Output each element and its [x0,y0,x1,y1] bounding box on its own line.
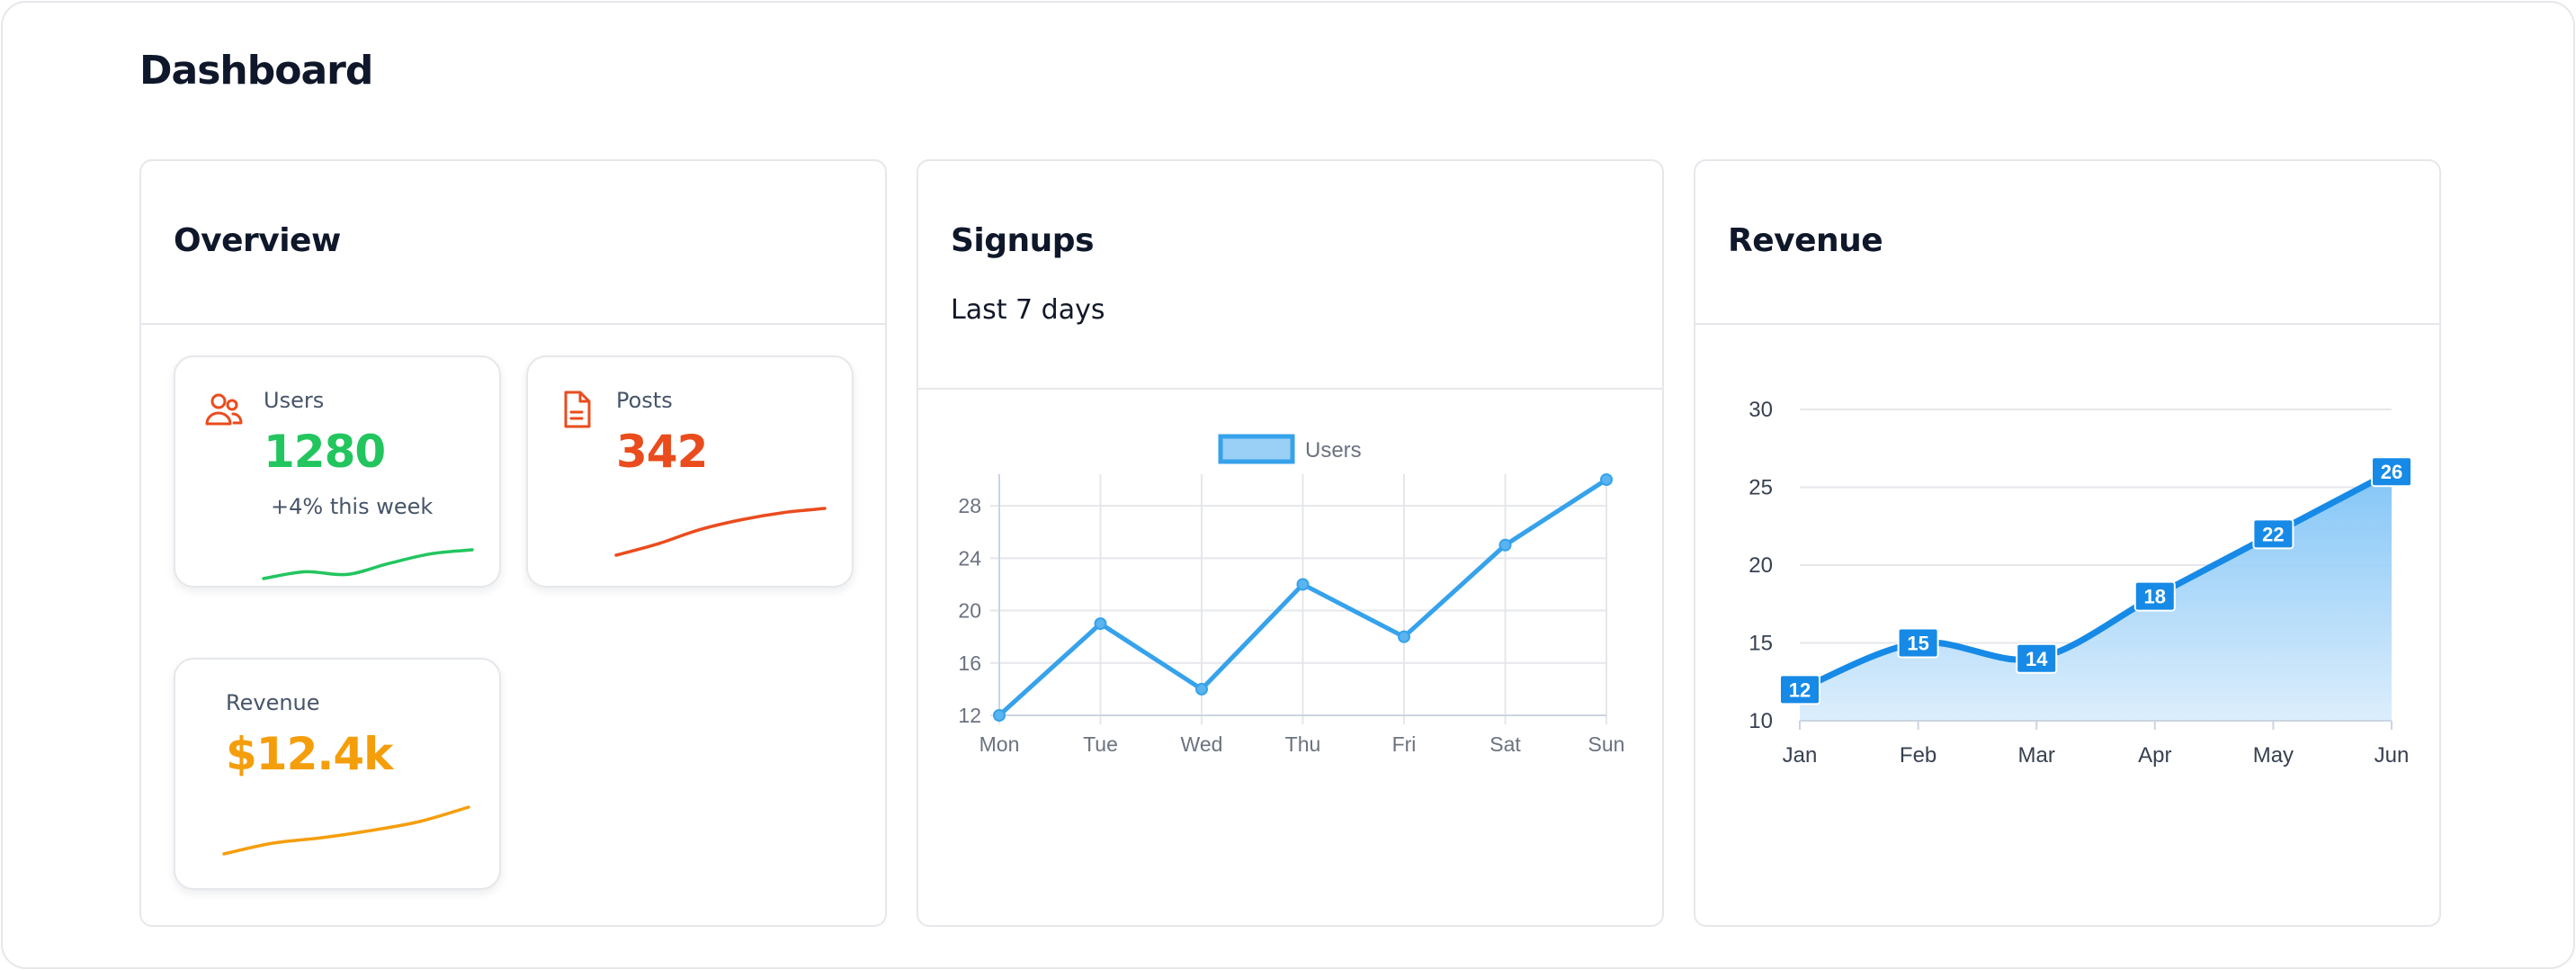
x-tick-label: Jun [2375,743,2410,768]
x-tick-label: Wed [1181,732,1223,756]
signups-title: Signups [951,222,1095,259]
signups-panel: Signups Last 7 days Mon Tue Wed Thu Fri Sat Su… [917,159,1664,927]
y-tick-label: 16 [958,651,981,675]
x-tick-label: May [2253,743,2294,768]
revenue-label: Revenue [226,690,320,715]
signups-point [1195,682,1208,696]
data-label-value: 18 [2144,586,2166,608]
data-label-value: 12 [1789,678,1811,701]
revenue-panel: Revenue 10 15 20 25 30 Jan Feb Mar Apr May Jun 12 15… [1694,159,2441,927]
revenue-data-label: 18 [2133,580,2176,612]
revenue-data-label: 15 [1897,627,1939,659]
y-tick-label: 24 [958,546,981,570]
signups-point [1398,630,1410,643]
legend-label: Users [1305,438,1362,463]
signups-point [1600,473,1613,486]
signups-line-chart: Mon Tue Wed Thu Fri Sat Sun 12 16 20 24 28 Users [958,434,1625,756]
overview-panel: Overview Users 1280 +4% this week Posts … [139,159,887,927]
x-tick-label: Sat [1489,732,1521,756]
y-tick-label: 28 [958,494,981,517]
data-label-value: 22 [2262,523,2284,545]
revenue-data-label: 22 [2252,518,2294,550]
signups-point [1296,578,1310,591]
page-title: Dashboard [139,48,373,94]
revenue-data-label: 14 [2016,642,2058,674]
y-tick-label: 20 [958,599,981,623]
revenue-value: $12.4k [226,728,393,780]
overview-title: Overview [174,222,341,259]
x-tick-label: Mar [2018,743,2055,768]
revenue-area-chart: 10 15 20 25 30 Jan Feb Mar Apr May Jun 12 15 14 18 22 26 [1749,398,2412,768]
x-tick-label: Feb [1900,743,1936,768]
x-tick-label: Fri [1392,732,1417,756]
data-label-value: 15 [1907,633,1928,655]
y-tick-label: 15 [1749,632,1773,656]
y-tick-label: 25 [1749,476,1773,500]
y-tick-label: 12 [958,704,981,727]
legend-swatch [1218,434,1295,464]
sparkline-path [222,805,470,856]
users-delta: +4% this week [271,494,434,519]
posts-stat-card[interactable]: Posts 342 [526,355,854,588]
revenue-data-label: 26 [2371,456,2412,488]
users-sparkline [262,548,474,580]
y-tick-label: 30 [1749,398,1773,422]
signups-point [1094,617,1107,631]
x-tick-label: Mon [979,732,1020,756]
revenue-header: Revenue [1695,161,2439,325]
signups-header: Signups Last 7 days [918,161,1662,390]
revenue-stat-card[interactable]: Revenue $12.4k [174,658,501,890]
signups-point [1498,538,1512,552]
sparkline-path [262,548,474,580]
data-label-box [2133,580,2176,612]
document-icon [564,391,591,428]
x-tick-label: Apr [2138,743,2171,768]
data-label-value: 26 [2381,461,2402,483]
posts-sparkline [614,507,827,557]
data-label-box [2016,642,2058,674]
x-tick-label: Jan [1783,743,1818,768]
posts-label: Posts [616,388,673,413]
x-tick-label: Tue [1083,732,1118,756]
data-label-box [1897,627,1939,659]
users-value: 1280 [264,426,386,478]
revenue-data-label: 12 [1779,674,1820,705]
revenue-title: Revenue [1728,222,1883,259]
posts-value: 342 [616,426,708,478]
users-icon [205,393,243,426]
users-stat-card[interactable]: Users 1280 +4% this week [174,355,501,588]
chart-legend: Users [1218,434,1362,464]
revenue-area-fill [1800,472,2392,721]
revenue-sparkline [222,805,470,856]
signups-subtitle: Last 7 days [951,294,1105,326]
users-label: Users [264,388,325,413]
x-tick-label: Thu [1285,732,1321,756]
y-tick-label: 20 [1749,553,1773,578]
overview-header: Overview [141,161,885,325]
x-tick-label: Sun [1588,732,1625,756]
signups-point [993,709,1006,722]
y-tick-label: 10 [1749,709,1773,733]
data-label-box [2371,456,2412,488]
data-label-box [2252,518,2294,550]
sparkline-path [614,507,827,557]
data-label-value: 14 [2026,648,2048,670]
data-label-box [1779,674,1820,705]
